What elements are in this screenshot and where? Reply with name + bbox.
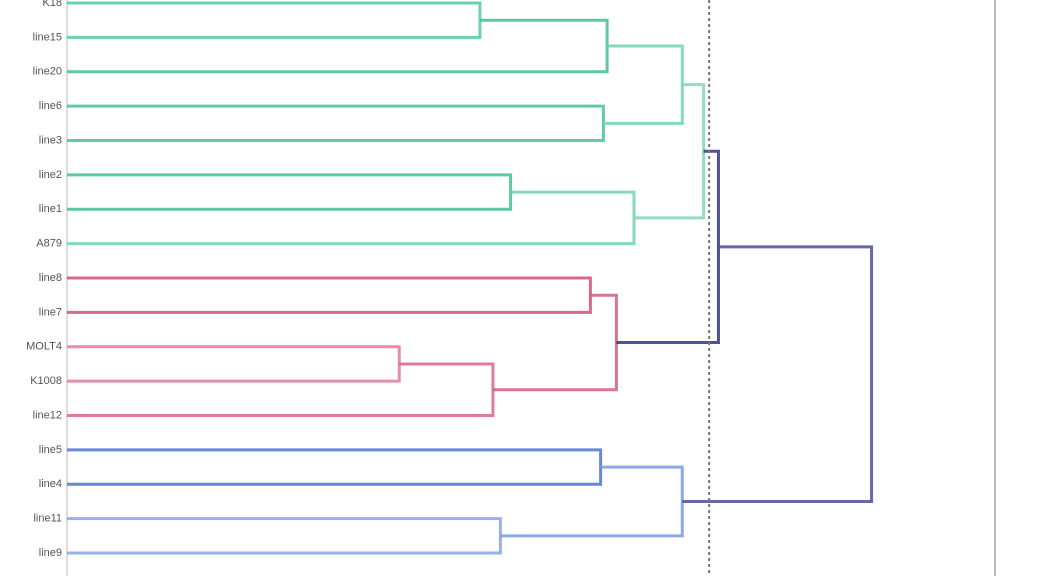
- link: [682, 245, 874, 503]
- leaf-label: K18: [42, 0, 62, 9]
- leaf-label: line3: [39, 134, 62, 146]
- leaf-label: line15: [33, 31, 62, 43]
- link: [67, 173, 513, 211]
- link: [67, 276, 592, 314]
- leaf-label: line12: [33, 409, 62, 421]
- link: [67, 517, 502, 555]
- leaf-label: line9: [39, 547, 62, 559]
- link: [603, 44, 684, 125]
- leaf-label: line5: [39, 444, 62, 456]
- leaf-label: line6: [39, 100, 62, 112]
- link: [67, 18, 609, 74]
- link: [67, 448, 603, 486]
- link: [500, 465, 684, 538]
- link: [67, 190, 636, 246]
- leaf-label: line1: [39, 203, 62, 215]
- link: [67, 104, 605, 142]
- leaf-label: line2: [39, 169, 62, 181]
- leaf-label: K1008: [30, 375, 62, 387]
- leaf-label: A879: [36, 238, 62, 250]
- link: [492, 293, 618, 392]
- leaf-label: line20: [33, 66, 62, 78]
- link: [634, 83, 706, 220]
- leaf-label: line11: [33, 513, 62, 525]
- leaf-label: line4: [39, 478, 62, 490]
- leaf-label: line8: [39, 272, 62, 284]
- link: [67, 345, 401, 383]
- leaf-label: MOLT4: [26, 341, 62, 353]
- link: [67, 1, 482, 39]
- link: [67, 362, 495, 417]
- leaf-label: line7: [39, 306, 62, 318]
